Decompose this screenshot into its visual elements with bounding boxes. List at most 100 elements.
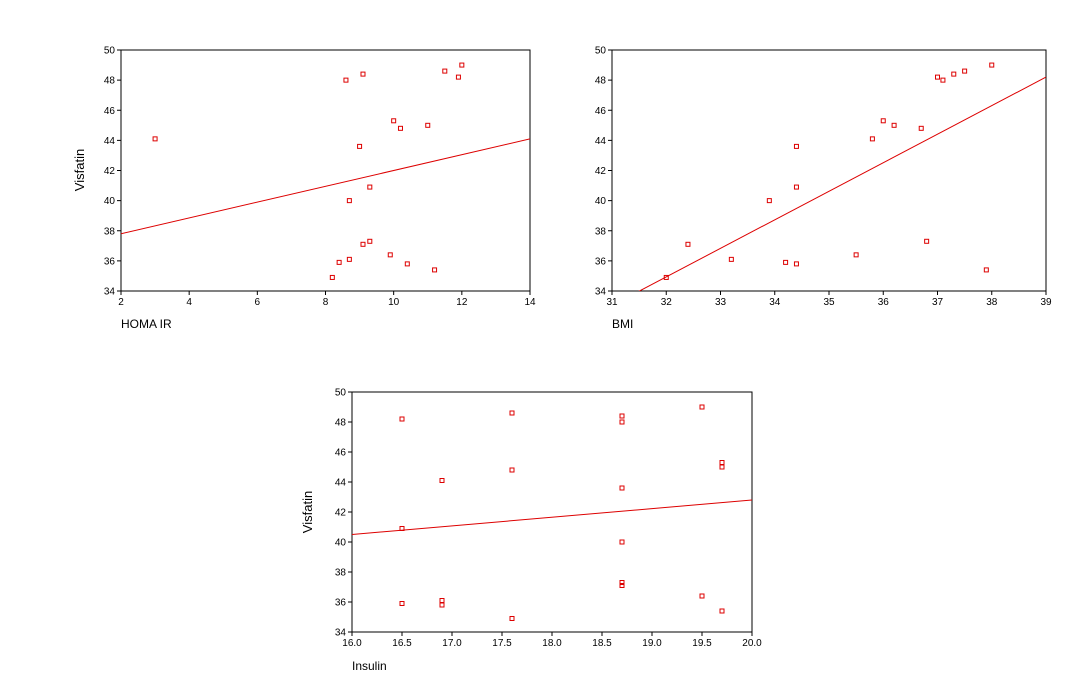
data-point xyxy=(439,602,445,608)
data-point xyxy=(699,593,705,599)
data-point xyxy=(399,416,405,422)
data-point xyxy=(439,598,445,603)
data-point xyxy=(439,478,445,483)
data-point xyxy=(880,118,886,124)
fit-line xyxy=(352,499,752,535)
x-axis-label: Insulin xyxy=(352,659,387,673)
fit-line xyxy=(638,76,1046,291)
x-tick-label: 4 xyxy=(186,297,192,308)
data-point xyxy=(425,122,431,128)
data-point xyxy=(853,252,859,258)
data-point xyxy=(329,274,335,280)
x-tick-label: 20.0 xyxy=(742,638,762,649)
y-tick-label: 44 xyxy=(104,136,116,147)
x-tick-label: 34 xyxy=(769,297,781,308)
data-point xyxy=(924,238,930,244)
y-tick-label: 36 xyxy=(335,598,347,609)
y-tick-label: 42 xyxy=(595,166,607,177)
x-tick-label: 10 xyxy=(388,297,400,308)
data-point xyxy=(391,118,397,124)
x-tick-label: 12 xyxy=(456,297,468,308)
data-point xyxy=(399,526,405,531)
data-point xyxy=(367,184,373,190)
x-axis-label: HOMA IR xyxy=(121,317,172,331)
x-tick-label: 36 xyxy=(878,297,890,308)
y-axis-label: Visfatin xyxy=(300,491,315,533)
data-point xyxy=(719,464,725,470)
data-point xyxy=(455,74,461,80)
y-tick-label: 40 xyxy=(104,196,116,207)
data-point xyxy=(719,608,725,614)
y-axis-label: Visfatin xyxy=(72,149,87,191)
x-tick-label: 39 xyxy=(1040,297,1052,308)
data-point xyxy=(343,77,349,83)
data-point xyxy=(935,74,940,80)
data-point xyxy=(918,125,924,131)
data-point xyxy=(346,256,352,262)
y-tick-label: 40 xyxy=(335,538,347,549)
x-tick-label: 33 xyxy=(715,297,727,308)
x-tick-label: 6 xyxy=(255,297,261,308)
data-point xyxy=(685,241,691,247)
x-tick-label: 2 xyxy=(118,297,124,308)
fit-line xyxy=(121,138,530,235)
y-tick-label: 48 xyxy=(335,418,347,429)
y-tick-label: 40 xyxy=(595,196,607,207)
data-point xyxy=(793,143,799,149)
data-point xyxy=(357,143,363,149)
y-tick-label: 44 xyxy=(595,136,607,147)
data-point xyxy=(619,539,625,545)
data-point xyxy=(663,274,669,280)
data-point xyxy=(793,261,799,267)
y-tick-label: 50 xyxy=(595,46,607,57)
y-tick-label: 38 xyxy=(104,226,116,237)
x-tick-label: 8 xyxy=(323,297,329,308)
y-tick-label: 42 xyxy=(104,166,116,177)
data-point xyxy=(459,62,465,68)
x-tick-label: 14 xyxy=(524,297,536,308)
x-tick-label: 19.0 xyxy=(642,638,662,649)
data-point xyxy=(509,616,515,621)
x-tick-label: 18.0 xyxy=(542,638,562,649)
y-tick-label: 44 xyxy=(335,478,347,489)
data-point xyxy=(793,184,799,190)
y-tick-label: 46 xyxy=(335,448,347,459)
data-point xyxy=(399,601,405,606)
x-tick-label: 31 xyxy=(606,297,618,308)
y-tick-label: 48 xyxy=(595,76,607,87)
data-point xyxy=(432,267,438,273)
data-point xyxy=(619,580,625,585)
x-tick-label: 32 xyxy=(661,297,673,308)
y-tick-label: 36 xyxy=(595,256,607,267)
y-tick-label: 38 xyxy=(335,568,347,579)
data-point xyxy=(989,62,995,68)
data-point xyxy=(442,68,448,74)
y-tick-label: 34 xyxy=(595,287,607,298)
data-point xyxy=(983,267,989,273)
y-tick-label: 50 xyxy=(335,388,347,399)
data-point xyxy=(951,71,957,77)
y-tick-label: 50 xyxy=(104,46,116,57)
data-point xyxy=(367,238,373,244)
y-tick-label: 48 xyxy=(104,76,116,87)
x-tick-label: 35 xyxy=(823,297,835,308)
data-point xyxy=(360,71,366,77)
data-point xyxy=(699,404,705,410)
data-point xyxy=(869,136,875,142)
y-tick-label: 34 xyxy=(104,287,116,298)
x-tick-label: 17.5 xyxy=(492,638,512,649)
x-tick-label: 37 xyxy=(932,297,944,308)
data-point xyxy=(619,583,625,588)
data-point xyxy=(336,259,342,265)
y-tick-label: 34 xyxy=(335,628,347,639)
x-tick-label: 16.0 xyxy=(342,638,362,649)
x-tick-label: 38 xyxy=(986,297,998,308)
y-tick-label: 42 xyxy=(335,508,347,519)
data-point xyxy=(397,125,403,131)
data-point xyxy=(783,259,789,265)
data-point xyxy=(360,241,366,247)
plot-frame xyxy=(351,391,753,633)
data-point xyxy=(619,413,625,419)
